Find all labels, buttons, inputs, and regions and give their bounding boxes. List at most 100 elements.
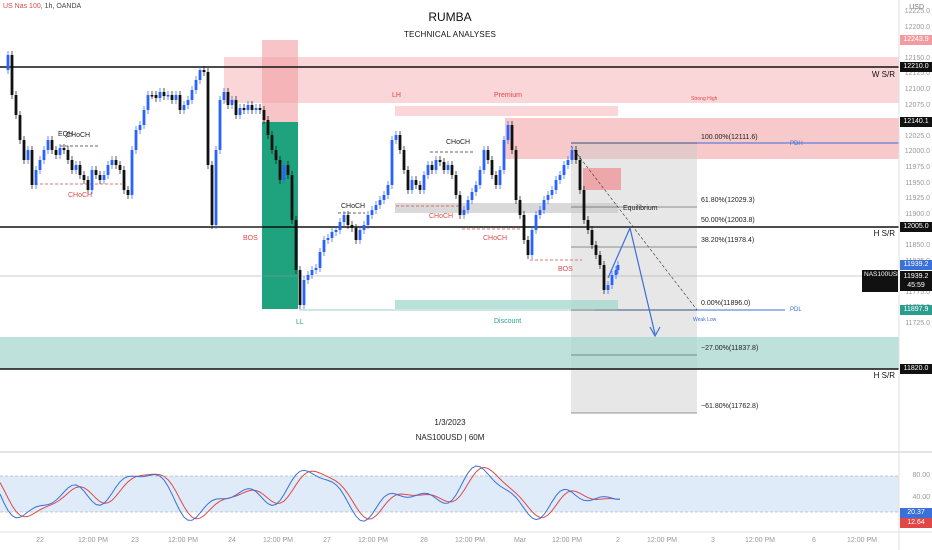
candlestick-series xyxy=(6,51,620,309)
fib-minus618-label: −61.80%(11762.8) xyxy=(701,403,759,410)
time-tick: 22 xyxy=(36,537,44,544)
time-tick: 12:00 PM xyxy=(455,537,485,544)
choch-label-2: CHoCH xyxy=(341,203,366,210)
bull-candle xyxy=(554,180,558,190)
projection-arrow xyxy=(607,226,661,338)
bull-candle xyxy=(102,175,106,180)
bear-candle xyxy=(50,140,54,150)
bear-candle xyxy=(402,150,406,170)
bear-candle xyxy=(226,92,230,105)
current-price: 11939.2 xyxy=(903,273,929,280)
bull-candle xyxy=(462,210,466,215)
fib-618-label: 61.80%(12029.3) xyxy=(701,197,755,204)
bear-candle xyxy=(438,160,442,162)
bear-candle xyxy=(574,150,578,160)
bull-candle xyxy=(614,270,618,275)
bull-candle xyxy=(310,270,314,275)
weak-low-label: Weak Low xyxy=(693,317,717,323)
symbol-ticker: US Nas 100 xyxy=(3,3,41,10)
bear-candle xyxy=(54,150,58,155)
bear-candle xyxy=(350,225,354,228)
bull-candle xyxy=(106,165,110,175)
bull-candle xyxy=(182,105,186,110)
bull-candle xyxy=(302,280,306,305)
osc-tick-40: 40.00 xyxy=(912,494,930,501)
current-price-box: NAS100USD xyxy=(862,270,902,292)
bear-candle xyxy=(414,180,418,185)
bear-candle xyxy=(582,190,586,220)
bull-candle xyxy=(558,175,562,180)
bull-candle xyxy=(482,150,486,170)
bull-candle xyxy=(498,170,502,185)
price-tick: 12025.0 xyxy=(904,132,930,140)
bear-candle xyxy=(514,150,518,200)
equilibrium-label: Equilibrium xyxy=(623,205,658,212)
price-box-11939-blue: 11939.2 xyxy=(900,260,932,270)
bear-candle xyxy=(114,160,118,165)
bear-candle xyxy=(262,110,266,120)
bear-candle xyxy=(154,95,158,98)
time-tick: 12:00 PM xyxy=(78,537,108,544)
bull-candle xyxy=(422,175,426,190)
price-box-12140: 12140.1 xyxy=(900,117,932,127)
bear-candle xyxy=(82,175,86,180)
bear-candle xyxy=(266,120,270,135)
bear-candle xyxy=(126,190,130,195)
time-tick: 28 xyxy=(420,537,428,544)
bar-countdown: 45:59 xyxy=(907,282,925,289)
discount-zone-strip xyxy=(395,300,618,309)
time-tick: 2 xyxy=(616,537,620,544)
bull-candle xyxy=(538,210,542,215)
bear-candle xyxy=(486,150,490,160)
bull-candle xyxy=(470,192,474,200)
bear-candle xyxy=(290,175,294,220)
bos-label-1: BOS xyxy=(243,235,258,242)
bull-candle xyxy=(186,100,190,105)
bull-candle xyxy=(362,225,366,230)
choch-red-label-3: CHoCH xyxy=(483,235,508,242)
bear-candle xyxy=(298,270,302,305)
fib-0-label: 0.00%(11896.0) xyxy=(701,300,751,307)
bull-candle xyxy=(390,140,394,185)
time-tick: Mar xyxy=(513,537,527,544)
bear-candle xyxy=(70,160,74,170)
price-tick: 11925.0 xyxy=(905,195,930,203)
bull-candle xyxy=(110,160,114,165)
symbol-info[interactable]: US Nas 100, 1h, OANDA xyxy=(3,3,81,10)
bull-candle xyxy=(562,165,566,175)
weekly-sr-label: W S/R xyxy=(871,70,895,79)
premium-zone-weekly xyxy=(224,57,899,103)
bull-candle xyxy=(322,240,326,252)
bear-candle xyxy=(442,162,446,170)
bull-candle xyxy=(434,160,438,170)
bear-candle xyxy=(178,95,182,110)
bear-candle xyxy=(354,228,358,240)
bear-candle xyxy=(98,175,102,180)
bull-candle xyxy=(334,230,338,232)
bull-candle xyxy=(478,170,482,185)
current-price-readout: 11939.2 45:59 xyxy=(900,271,932,291)
pdh-label: PDH xyxy=(790,141,803,147)
bull-candle xyxy=(158,92,162,98)
time-tick: 6 xyxy=(812,537,816,544)
currency-label: USD xyxy=(909,4,924,11)
bull-candle xyxy=(374,205,378,210)
bull-candle xyxy=(410,180,414,190)
choch-red-label-1: CHoCH xyxy=(68,192,93,199)
bull-candle xyxy=(134,130,138,150)
bull-candle xyxy=(46,140,50,150)
time-tick: 12:00 PM xyxy=(847,537,877,544)
equilibrium-strip xyxy=(395,203,618,213)
bull-candle xyxy=(254,108,258,110)
bear-candle xyxy=(242,108,246,110)
bull-candle xyxy=(214,150,218,225)
symbol-details: , 1h, OANDA xyxy=(40,3,82,10)
bear-candle xyxy=(490,160,494,175)
osc-value-d: 12.64 xyxy=(900,518,932,528)
bear-candle xyxy=(86,180,90,190)
price-tick: 11950.0 xyxy=(905,179,930,187)
stoch-band xyxy=(0,476,899,512)
time-tick: 23 xyxy=(131,537,139,544)
